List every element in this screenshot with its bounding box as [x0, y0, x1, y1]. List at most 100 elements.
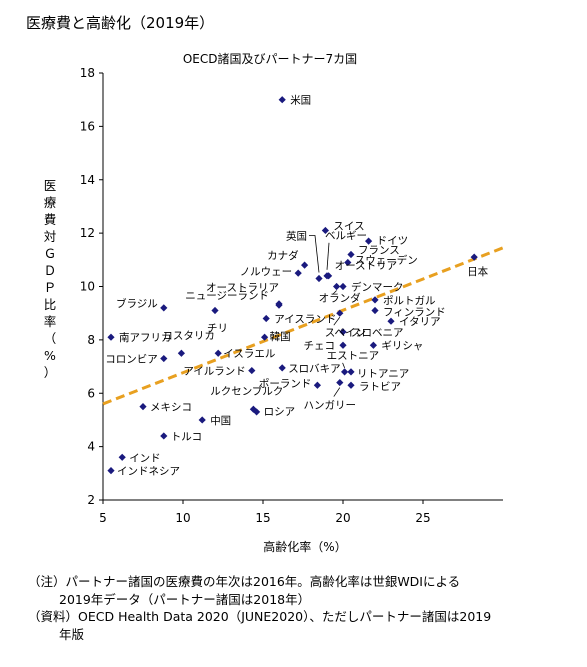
leader-line — [309, 235, 320, 273]
x-axis-label: 高齢化率（%） — [263, 539, 346, 554]
point-label: イタリア — [399, 316, 441, 328]
leader-line — [342, 362, 345, 369]
points-layer — [107, 96, 478, 475]
x-tick-label: 25 — [415, 511, 430, 525]
scatter-point — [336, 309, 344, 317]
y-axis-label-char: ） — [44, 365, 57, 380]
point-label: ポーランド — [259, 378, 312, 390]
scatter-point — [177, 349, 185, 357]
point-label: スウェーデン — [355, 253, 418, 266]
point-label: フランス — [358, 244, 400, 256]
trendline-layer — [102, 246, 504, 406]
scatter-point — [339, 341, 347, 349]
scatter-point — [325, 272, 333, 280]
y-tick-label: 6 — [87, 386, 95, 400]
y-axis-label-char: （ — [44, 331, 57, 346]
point-label: オーストリア — [335, 260, 397, 272]
scatter-point — [333, 282, 341, 291]
y-axis-label-char: Ｐ — [44, 280, 57, 295]
y-axis-label-char: 費 — [44, 212, 57, 227]
y-tick-label: 10 — [80, 280, 95, 294]
y-axis-label-char: % — [44, 348, 56, 363]
chart-title: OECD諸国及びパートナー7カ国 — [183, 51, 357, 66]
scatter-point — [301, 261, 309, 269]
page-title: 医療費と高齢化（2019年） — [26, 14, 215, 32]
point-label: 南アフリカ — [119, 331, 172, 344]
point-label: ラトビア — [359, 381, 401, 393]
leader-line — [326, 242, 330, 270]
scatter-point — [278, 364, 286, 372]
y-axis-label-char: Ｄ — [44, 263, 57, 278]
scatter-point — [470, 253, 478, 261]
scatter-point — [160, 304, 168, 312]
scatter-point — [261, 333, 269, 341]
point-label: ニュージーランド — [185, 290, 269, 302]
scatter-point — [160, 354, 168, 363]
scatter-point — [107, 333, 115, 341]
y-axis-label-char: 比 — [44, 297, 57, 312]
scatter-point — [248, 366, 256, 375]
point-label: アイルランド — [183, 366, 245, 378]
point-label: インドネシア — [117, 466, 180, 478]
point-label: ノルウェー — [240, 266, 293, 278]
source-line-1: （資料）OECD Health Data 2020（JUNE2020）、ただしパ… — [28, 609, 492, 624]
y-tick-label: 18 — [80, 66, 95, 80]
scatter-point — [369, 341, 377, 349]
point-label: ベルギー — [325, 230, 367, 242]
point-label: チリ — [207, 323, 228, 335]
scatter-point — [107, 467, 115, 475]
point-label: ロシア — [264, 406, 296, 418]
footnotes: （注）パートナー諸国の医療費の年次は2016年。高齢化率は世銀WDIによる 20… — [28, 573, 491, 643]
scatter-point — [339, 282, 347, 291]
scatter-point — [294, 269, 302, 277]
scatter-point — [315, 274, 323, 283]
scatter-point — [118, 453, 126, 461]
x-tick-label: 15 — [255, 511, 270, 525]
scatter-point — [341, 368, 349, 376]
point-label: デンマーク — [351, 281, 404, 294]
point-label: ポルトガル — [383, 295, 436, 307]
scatter-point — [339, 328, 347, 336]
point-label: イスラエル — [223, 348, 275, 360]
y-axis-label-char: Ｇ — [44, 246, 57, 261]
scatter-point — [344, 258, 352, 267]
y-tick-label: 12 — [80, 226, 95, 240]
y-axis-label-char: 療 — [44, 195, 57, 210]
point-label: エストニア — [327, 350, 380, 362]
point-label: 英国 — [286, 229, 307, 242]
point-label: スロバキア — [288, 363, 341, 375]
y-tick-label: 4 — [87, 440, 95, 454]
scatter-point — [387, 317, 395, 325]
scatter-point — [160, 432, 168, 440]
y-tick-label: 14 — [80, 173, 95, 187]
point-label: リトアニア — [357, 368, 409, 380]
axes: 2 4 6 8 10 12 14 16 18 5 10 15 20 25 — [80, 66, 503, 525]
leader-line — [332, 290, 337, 295]
point-label: インド — [129, 452, 161, 464]
point-label: 韓国 — [270, 331, 291, 343]
leader-line — [333, 316, 341, 326]
point-label: 中国 — [210, 414, 231, 427]
scatter-point — [347, 368, 355, 376]
scatter-point — [214, 349, 222, 357]
y-tick-label: 2 — [87, 493, 95, 507]
note-line-2: 2019年データ（パートナー諸国は2018年） — [59, 591, 311, 607]
point-label: ハンガリー — [304, 400, 357, 412]
point-label: ギリシャ — [381, 340, 423, 352]
point-label: コスタリカ — [162, 330, 215, 342]
y-axis-label-char: 率 — [44, 314, 57, 329]
point-label: スロベニア — [351, 327, 404, 339]
scatter-point — [253, 408, 261, 416]
point-label: 日本 — [467, 265, 488, 278]
point-label: カナダ — [267, 249, 299, 262]
trendline — [102, 246, 504, 406]
point-label: メキシコ — [150, 402, 192, 414]
point-label: コロンビア — [105, 354, 158, 366]
point-label: ブラジル — [116, 297, 158, 310]
scatter-point — [336, 378, 344, 387]
scatter-point — [347, 381, 355, 389]
x-tick-label: 10 — [175, 511, 190, 525]
point-label: ドイツ — [377, 235, 409, 247]
y-tick-label: 8 — [87, 333, 95, 347]
